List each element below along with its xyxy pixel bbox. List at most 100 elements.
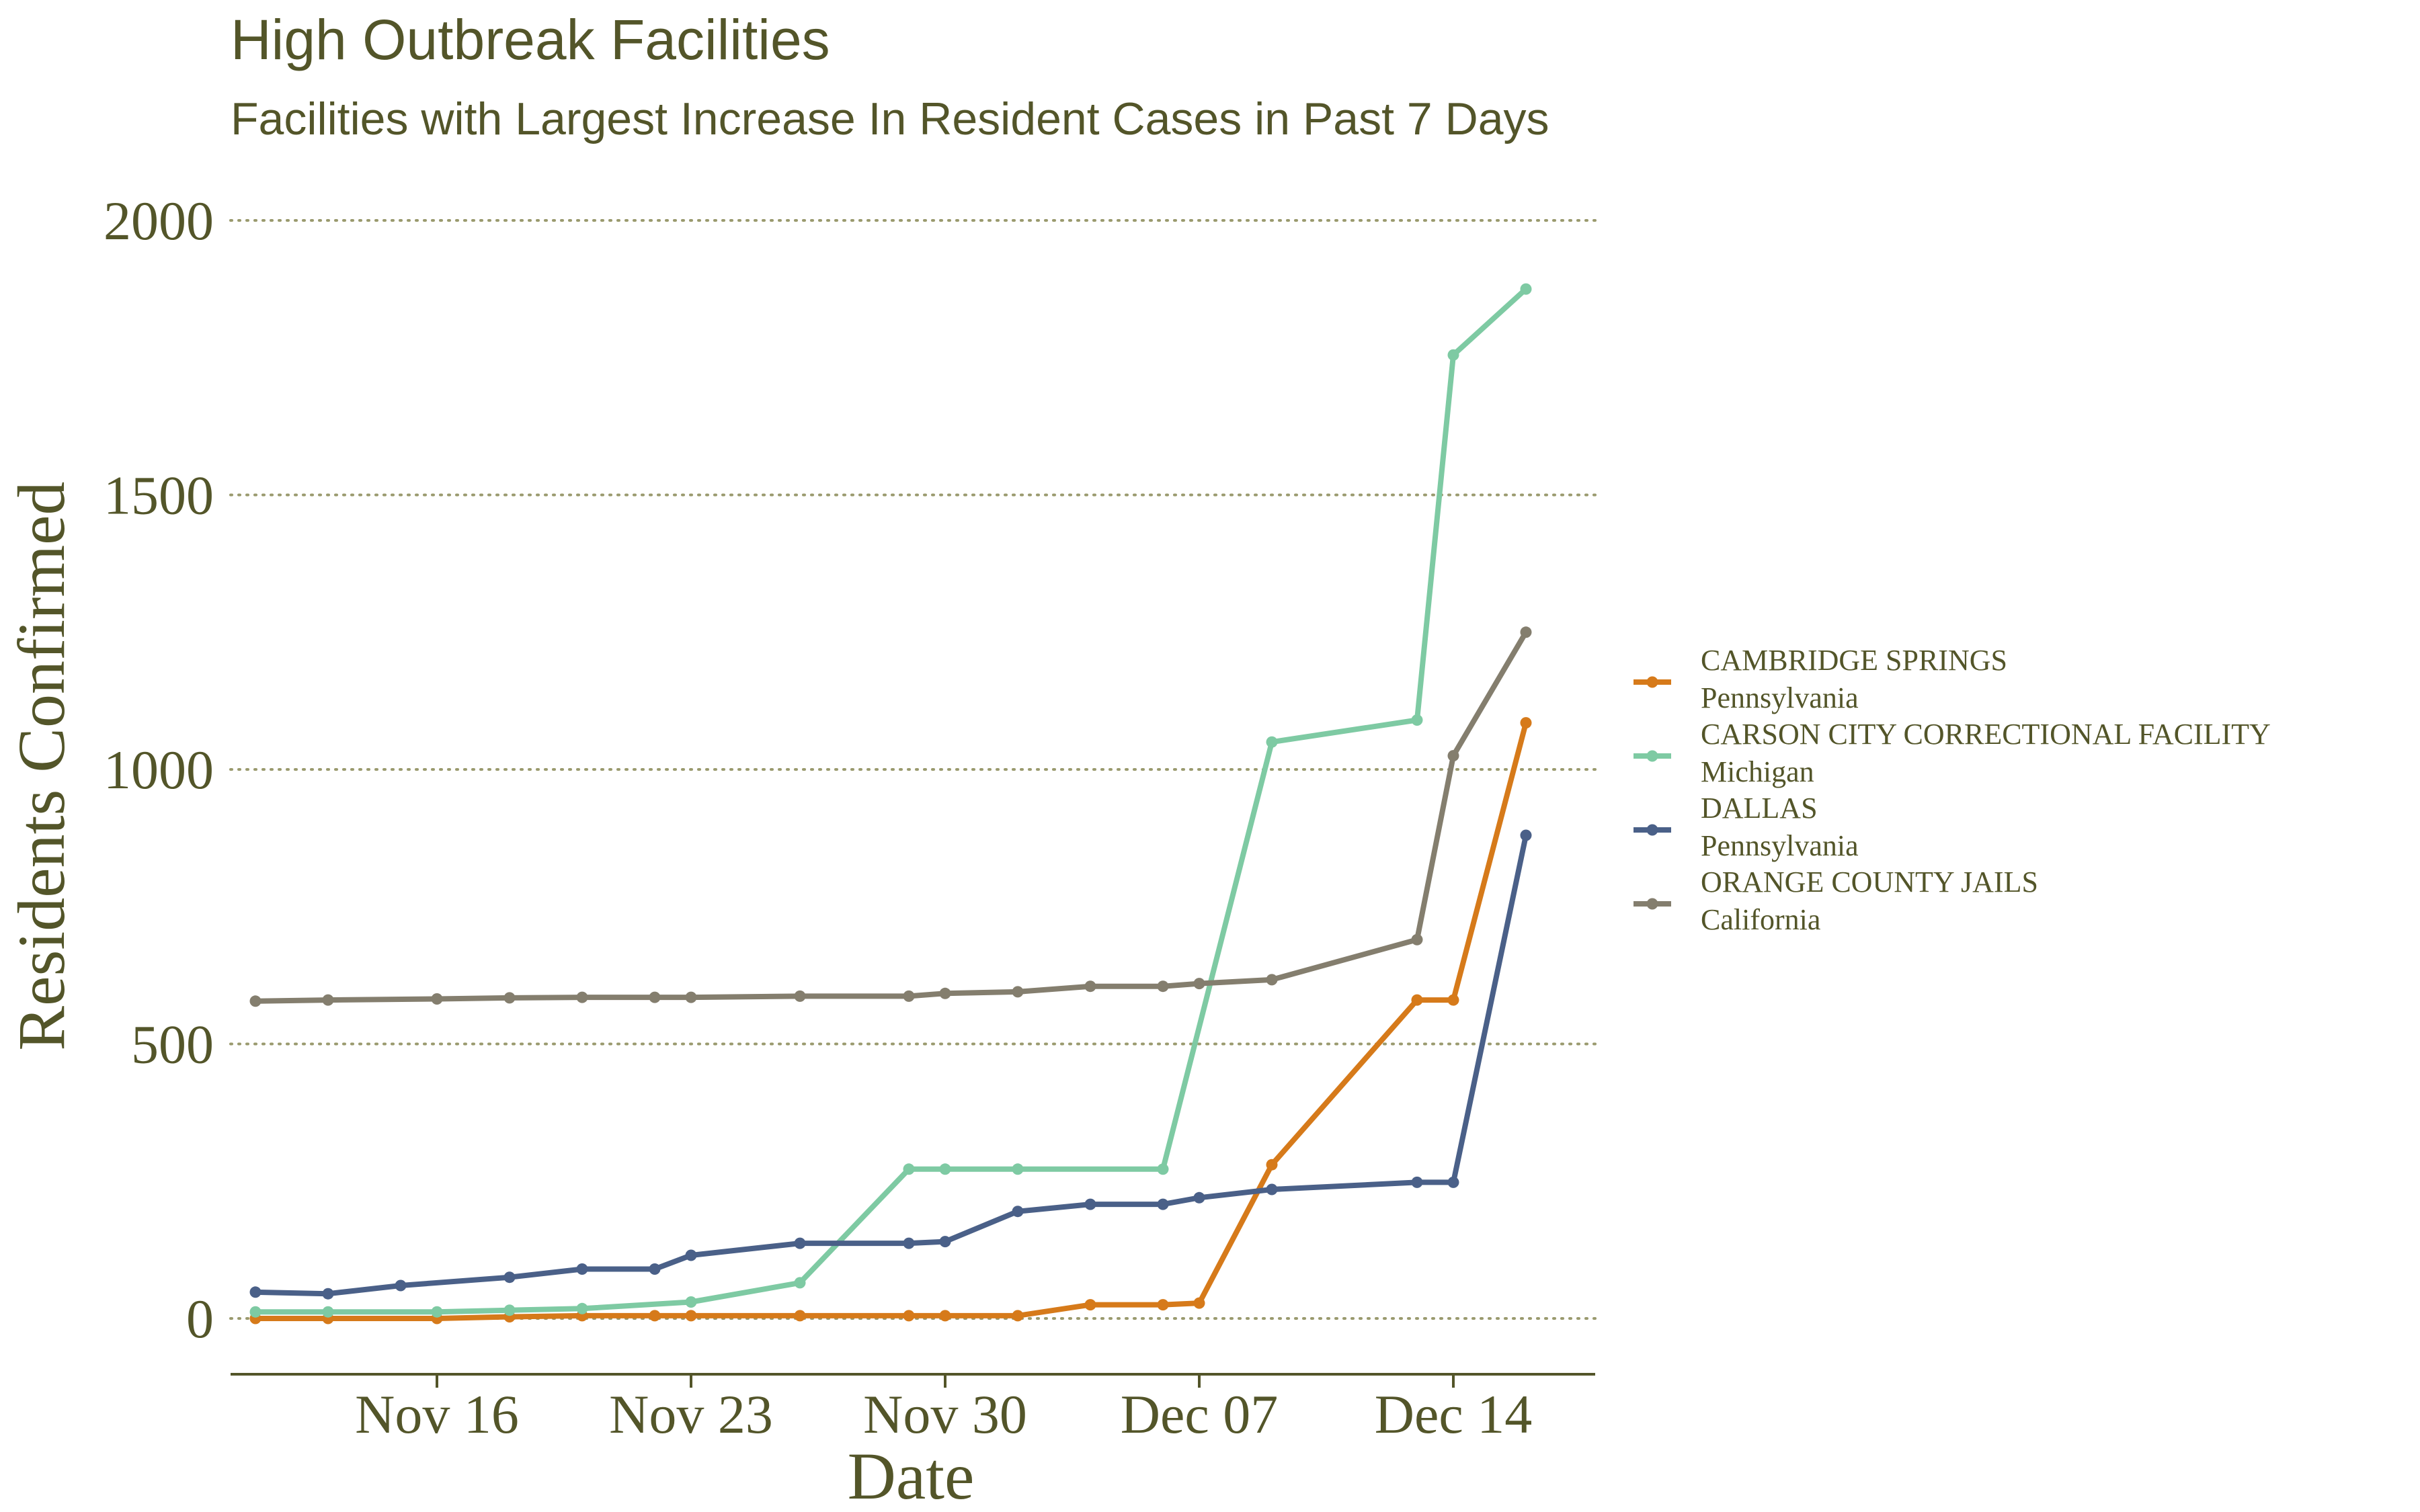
legend-swatch-point xyxy=(1646,750,1658,762)
data-point xyxy=(1084,1198,1096,1210)
series-line xyxy=(253,286,1529,1315)
series-layer xyxy=(249,283,1532,1325)
data-point xyxy=(503,1304,516,1316)
gridlines xyxy=(229,219,1597,1320)
data-point xyxy=(1447,349,1459,361)
legend-state-name: California xyxy=(1701,903,1820,936)
data-point xyxy=(939,1163,951,1175)
data-point xyxy=(1084,1299,1096,1311)
data-point xyxy=(794,1310,806,1322)
legend-state-name: Pennsylvania xyxy=(1701,829,1859,862)
y-tick-label: 2000 xyxy=(104,190,214,251)
data-point xyxy=(685,1296,697,1308)
data-point xyxy=(939,987,951,999)
y-tick-label: 500 xyxy=(131,1014,214,1075)
data-point xyxy=(576,1263,588,1275)
data-point xyxy=(903,1237,915,1249)
data-point xyxy=(1447,994,1459,1006)
y-tick-label: 0 xyxy=(186,1288,214,1349)
data-point xyxy=(1012,986,1024,998)
y-tick-labels: 0 500 1000 1500 2000 xyxy=(104,190,214,1349)
series-line xyxy=(253,720,1529,1321)
x-ticks: Nov 16 Nov 23 Nov 30 Dec 07 Dec 14 xyxy=(355,1374,1532,1445)
data-point xyxy=(1411,1176,1423,1188)
data-point xyxy=(503,1271,516,1284)
x-axis-title: Date xyxy=(848,1439,975,1512)
legend-item: DALLAS Pennsylvania xyxy=(1634,792,1859,862)
series-0 xyxy=(249,717,1532,1325)
data-point xyxy=(249,1286,261,1298)
data-point xyxy=(1157,1198,1169,1210)
data-point xyxy=(685,991,697,1003)
data-point xyxy=(794,1277,806,1289)
data-point xyxy=(1157,1299,1169,1311)
series-1 xyxy=(249,283,1532,1318)
data-point xyxy=(1520,829,1532,841)
y-axis-title: Residents Confirmed xyxy=(4,481,79,1050)
x-tick-label: Dec 14 xyxy=(1375,1384,1533,1445)
data-point xyxy=(1157,1163,1169,1175)
data-point xyxy=(1520,717,1532,729)
data-point xyxy=(794,1237,806,1249)
y-tick-label: 1000 xyxy=(104,739,214,800)
data-point xyxy=(322,994,334,1006)
data-point xyxy=(1266,974,1278,986)
data-point xyxy=(1411,994,1423,1006)
data-point xyxy=(794,990,806,1002)
data-point xyxy=(1012,1163,1024,1175)
data-point xyxy=(1084,980,1096,993)
data-point xyxy=(649,1310,661,1322)
data-point xyxy=(249,995,261,1007)
legend-state-name: Michigan xyxy=(1701,755,1814,788)
data-point xyxy=(685,1310,697,1322)
data-point xyxy=(1520,626,1532,638)
series-line xyxy=(253,833,1529,1297)
data-point xyxy=(1411,714,1423,726)
data-point xyxy=(1447,750,1459,762)
data-point xyxy=(939,1310,951,1322)
legend-item: ORANGE COUNTY JAILS California xyxy=(1634,866,2038,936)
data-point xyxy=(1266,1159,1278,1171)
data-point xyxy=(576,991,588,1003)
data-point xyxy=(649,1263,661,1275)
data-point xyxy=(1447,1176,1459,1188)
legend-swatch-point xyxy=(1646,676,1658,688)
x-tick-label: Nov 23 xyxy=(609,1384,773,1445)
data-point xyxy=(431,993,443,1005)
legend-facility-name: DALLAS xyxy=(1701,792,1818,825)
data-point xyxy=(322,1288,334,1300)
data-point xyxy=(1012,1206,1024,1218)
data-point xyxy=(249,1306,261,1318)
chart-title: High Outbreak Facilities xyxy=(231,8,830,71)
data-point xyxy=(1411,933,1423,946)
data-point xyxy=(685,1249,697,1261)
data-point xyxy=(576,1302,588,1314)
data-point xyxy=(1193,978,1205,990)
x-tick-label: Nov 30 xyxy=(863,1384,1027,1445)
legend-facility-name: CARSON CITY CORRECTIONAL FACILITY xyxy=(1701,718,2271,751)
legend-item: CAMBRIDGE SPRINGS Pennsylvania xyxy=(1634,644,2007,714)
data-point xyxy=(1157,980,1169,993)
x-tick-label: Dec 07 xyxy=(1121,1384,1279,1445)
legend-facility-name: ORANGE COUNTY JAILS xyxy=(1701,866,2038,898)
data-point xyxy=(1193,1297,1205,1309)
data-point xyxy=(903,1310,915,1322)
data-point xyxy=(903,990,915,1002)
x-tick-label: Nov 16 xyxy=(355,1384,519,1445)
legend-swatch-point xyxy=(1646,824,1658,836)
series-3 xyxy=(249,626,1532,1007)
data-point xyxy=(939,1236,951,1248)
data-point xyxy=(1193,1191,1205,1204)
legend-item: CARSON CITY CORRECTIONAL FACILITY Michiga… xyxy=(1634,718,2271,788)
legend-facility-name: CAMBRIDGE SPRINGS xyxy=(1701,644,2007,677)
data-point xyxy=(322,1306,334,1318)
data-point xyxy=(903,1163,915,1175)
data-point xyxy=(649,991,661,1003)
y-tick-label: 1500 xyxy=(104,465,214,526)
data-point xyxy=(503,992,516,1004)
legend-state-name: Pennsylvania xyxy=(1701,681,1859,714)
series-line xyxy=(253,629,1529,1004)
data-point xyxy=(1012,1310,1024,1322)
data-point xyxy=(431,1306,443,1318)
